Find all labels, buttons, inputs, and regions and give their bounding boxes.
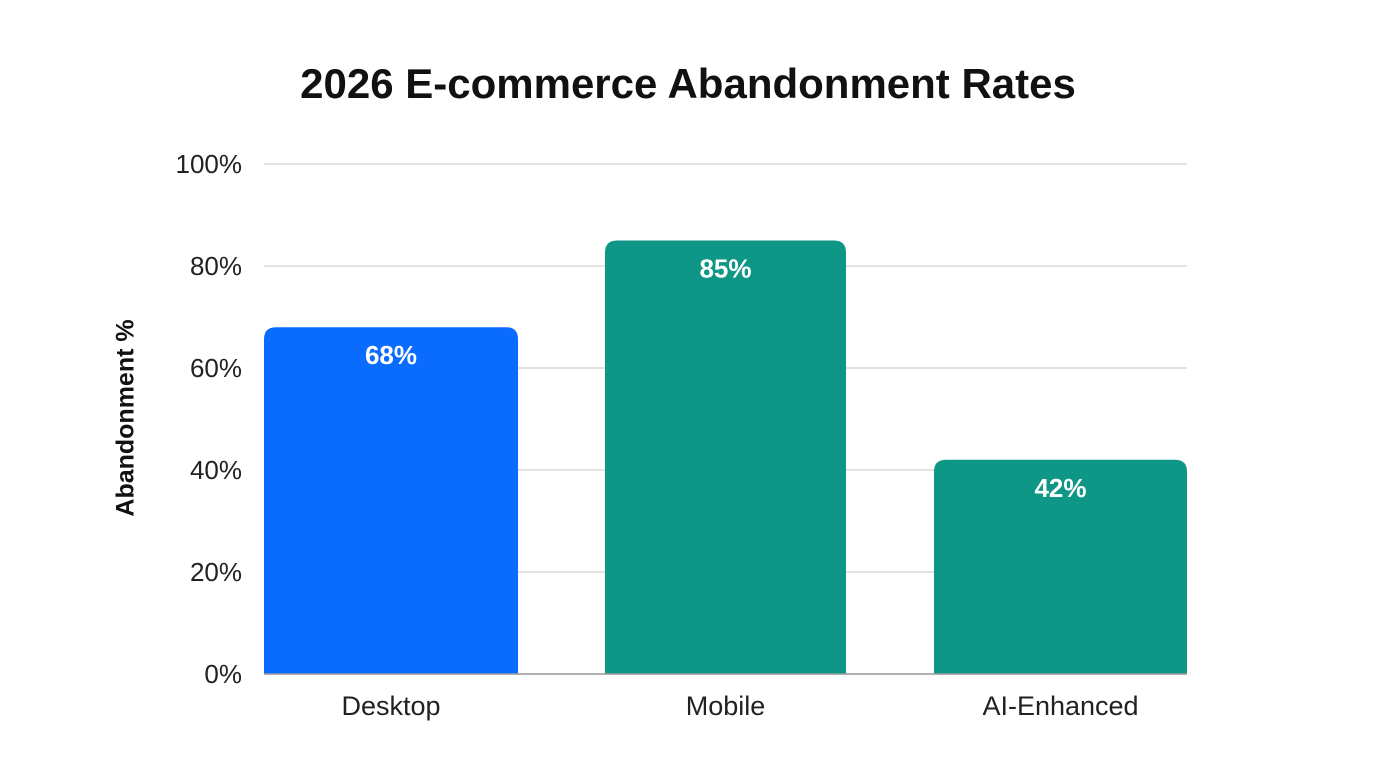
data-label: 68% — [365, 340, 417, 370]
y-tick-label: 100% — [176, 149, 243, 179]
x-tick-label: Desktop — [341, 691, 440, 721]
bar-mobile — [605, 240, 846, 674]
x-tick-label: Mobile — [686, 691, 766, 721]
y-tick-label: 60% — [190, 353, 242, 383]
x-tick-label: AI-Enhanced — [982, 691, 1138, 721]
data-label: 85% — [699, 254, 751, 284]
y-tick-label: 40% — [190, 455, 242, 485]
y-tick-label: 20% — [190, 557, 242, 587]
chart-title: 2026 E-commerce Abandonment Rates — [300, 60, 1076, 107]
bar-desktop — [264, 327, 518, 674]
y-tick-label: 80% — [190, 251, 242, 281]
bar-ai-enhanced — [934, 459, 1187, 674]
y-tick-label: 0% — [204, 659, 242, 689]
data-label: 42% — [1034, 473, 1086, 503]
